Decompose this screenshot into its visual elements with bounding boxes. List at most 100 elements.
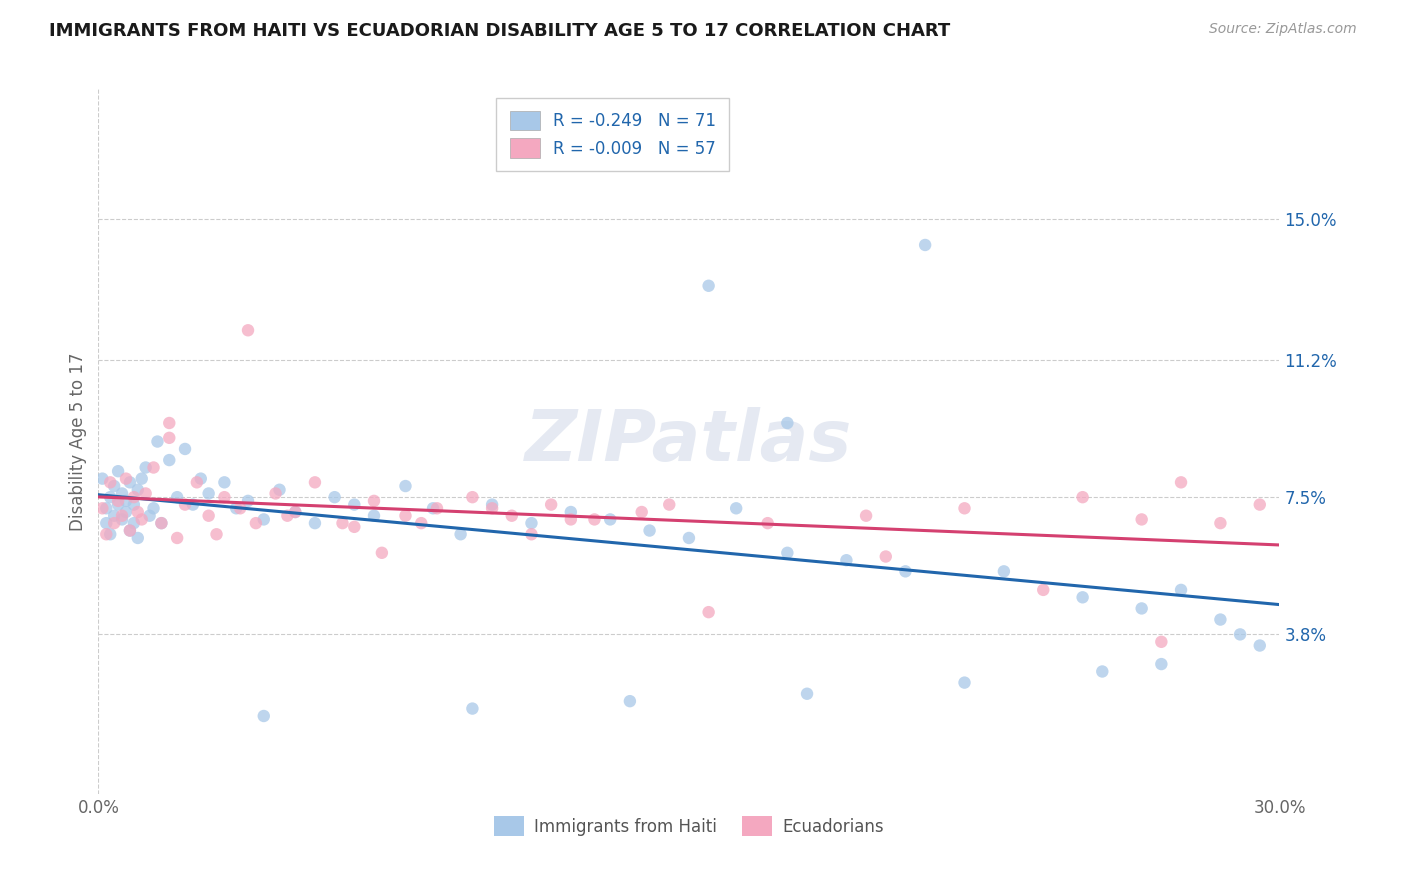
Point: [756, 516, 779, 530]
Point: [127, 505, 149, 519]
Point: [371, 546, 394, 560]
Point: [363, 508, 385, 523]
Point: [678, 531, 700, 545]
Point: [166, 531, 188, 545]
Point: [1091, 665, 1114, 679]
Point: [501, 508, 523, 523]
Point: [1209, 613, 1232, 627]
Point: [284, 505, 307, 519]
Point: [560, 505, 582, 519]
Point: [776, 546, 799, 560]
Point: [953, 501, 976, 516]
Point: [894, 565, 917, 579]
Text: Source: ZipAtlas.com: Source: ZipAtlas.com: [1209, 22, 1357, 37]
Point: [115, 494, 138, 508]
Point: [98, 490, 121, 504]
Point: [1249, 639, 1271, 653]
Point: [131, 512, 153, 526]
Point: [426, 501, 449, 516]
Point: [560, 512, 582, 526]
Point: [411, 516, 433, 530]
Point: [115, 505, 138, 519]
Point: [115, 472, 138, 486]
Point: [214, 475, 236, 490]
Point: [118, 524, 141, 538]
Point: [107, 494, 129, 508]
Point: [343, 498, 366, 512]
Point: [1170, 475, 1192, 490]
Point: [107, 464, 129, 478]
Point: [1170, 582, 1192, 597]
Point: [725, 501, 748, 516]
Point: [276, 508, 298, 523]
Point: [127, 483, 149, 497]
Point: [1071, 591, 1094, 605]
Text: ZIPatlas: ZIPatlas: [526, 407, 852, 476]
Point: [855, 508, 877, 523]
Point: [450, 527, 472, 541]
Point: [118, 524, 141, 538]
Point: [135, 486, 157, 500]
Point: [214, 490, 236, 504]
Point: [269, 483, 291, 497]
Point: [1229, 627, 1251, 641]
Point: [157, 453, 180, 467]
Point: [630, 505, 652, 519]
Point: [127, 531, 149, 545]
Point: [540, 498, 562, 512]
Point: [323, 490, 346, 504]
Point: [236, 494, 259, 508]
Point: [914, 238, 936, 252]
Point: [103, 508, 125, 523]
Point: [583, 512, 606, 526]
Point: [174, 442, 197, 456]
Point: [1130, 512, 1153, 526]
Point: [142, 501, 165, 516]
Point: [181, 498, 204, 512]
Point: [599, 512, 621, 526]
Point: [111, 486, 134, 500]
Point: [253, 512, 276, 526]
Point: [394, 508, 416, 523]
Point: [166, 490, 188, 504]
Point: [91, 472, 114, 486]
Point: [481, 501, 503, 516]
Text: IMMIGRANTS FROM HAITI VS ECUADORIAN DISABILITY AGE 5 TO 17 CORRELATION CHART: IMMIGRANTS FROM HAITI VS ECUADORIAN DISA…: [49, 22, 950, 40]
Point: [304, 516, 326, 530]
Point: [520, 527, 543, 541]
Point: [1209, 516, 1232, 530]
Point: [697, 278, 720, 293]
Point: [394, 479, 416, 493]
Point: [245, 516, 267, 530]
Point: [835, 553, 858, 567]
Point: [146, 434, 169, 449]
Point: [461, 701, 484, 715]
Point: [776, 416, 799, 430]
Point: [111, 508, 134, 523]
Point: [157, 431, 180, 445]
Point: [520, 516, 543, 530]
Point: [363, 494, 385, 508]
Point: [98, 527, 121, 541]
Point: [122, 516, 145, 530]
Point: [150, 516, 173, 530]
Y-axis label: Disability Age 5 to 17: Disability Age 5 to 17: [69, 352, 87, 531]
Point: [1150, 657, 1173, 671]
Point: [142, 460, 165, 475]
Point: [205, 527, 228, 541]
Point: [422, 501, 444, 516]
Point: [1032, 582, 1054, 597]
Point: [658, 498, 681, 512]
Point: [96, 516, 118, 530]
Legend: Immigrants from Haiti, Ecuadorians: Immigrants from Haiti, Ecuadorians: [481, 803, 897, 849]
Point: [1150, 635, 1173, 649]
Point: [118, 475, 141, 490]
Point: [197, 508, 219, 523]
Point: [619, 694, 641, 708]
Point: [174, 498, 197, 512]
Point: [264, 486, 287, 500]
Point: [229, 501, 252, 516]
Point: [98, 475, 121, 490]
Point: [343, 520, 366, 534]
Point: [91, 501, 114, 516]
